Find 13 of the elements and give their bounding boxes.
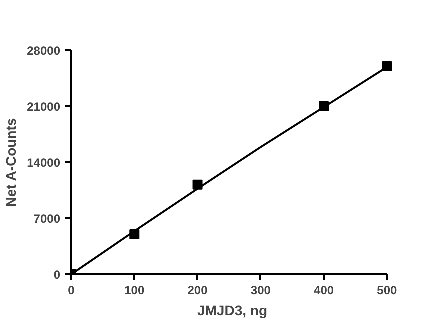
y-tick-label: 0	[54, 268, 61, 282]
y-tick-label: 28000	[27, 44, 61, 58]
y-tick-label: 14000	[27, 156, 61, 170]
x-tick-label: 200	[188, 284, 208, 298]
x-tick-label: 400	[314, 284, 334, 298]
x-tick-label: 300	[250, 284, 272, 298]
y-tick-label: 21000	[27, 100, 61, 114]
x-axis-title: JMJD3, ng	[197, 302, 268, 318]
x-tick-label: 100	[124, 284, 145, 298]
x-tick-label: 500	[377, 284, 398, 298]
y-tick-label: 7000	[34, 212, 61, 226]
y-axis-title: Net A-Counts	[3, 118, 20, 208]
x-tick-label: 0	[68, 284, 76, 298]
